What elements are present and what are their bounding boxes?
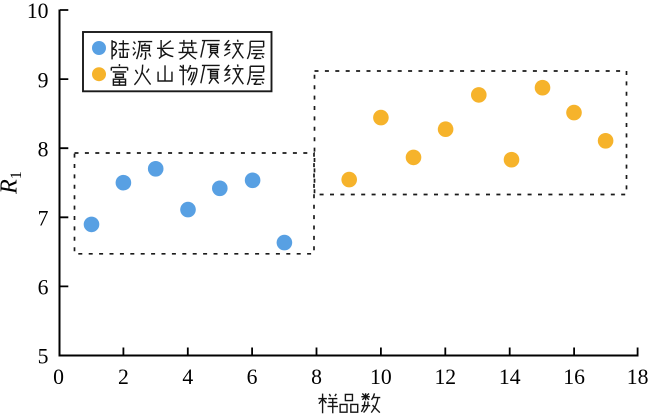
svg-text:16: 16 bbox=[563, 365, 585, 389]
svg-text:10: 10 bbox=[27, 0, 49, 23]
svg-text:4: 4 bbox=[182, 365, 193, 389]
svg-text:8: 8 bbox=[311, 365, 322, 389]
svg-text:9: 9 bbox=[38, 68, 49, 92]
svg-text:5: 5 bbox=[38, 345, 49, 369]
svg-text:8: 8 bbox=[38, 137, 49, 161]
svg-text:6: 6 bbox=[247, 365, 258, 389]
svg-text:2: 2 bbox=[118, 365, 129, 389]
svg-text:10: 10 bbox=[370, 365, 392, 389]
svg-text:0: 0 bbox=[53, 365, 64, 389]
svg-text:14: 14 bbox=[499, 365, 521, 389]
svg-text:12: 12 bbox=[434, 365, 456, 389]
svg-text:18: 18 bbox=[627, 365, 649, 389]
svg-text:7: 7 bbox=[38, 207, 49, 231]
svg-text:6: 6 bbox=[38, 276, 49, 300]
